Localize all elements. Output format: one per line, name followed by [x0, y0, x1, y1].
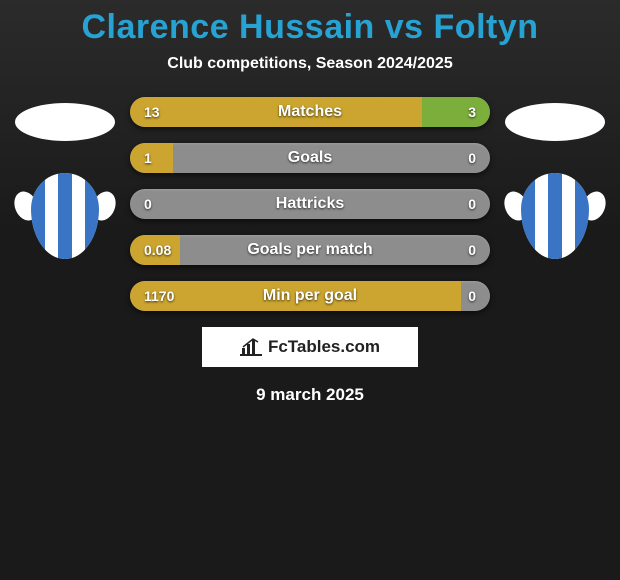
player-right-jersey: [505, 173, 605, 259]
stats-list: 13 Matches 3 1 Goals 0 0 Hattricks 0 0.08 Goals pe…: [130, 97, 490, 311]
player-left: [10, 97, 120, 259]
jersey-body-right: [521, 173, 589, 259]
brand-text: FcTables.com: [268, 337, 380, 357]
player-left-head: [15, 103, 115, 141]
stat-value-left: 1170: [144, 288, 174, 304]
jersey-body-left: [31, 173, 99, 259]
body-row: 13 Matches 3 1 Goals 0 0 Hattricks 0 0.08 Goals pe…: [0, 97, 620, 311]
stat-label: Goals per match: [247, 241, 372, 259]
stat-label: Matches: [278, 103, 342, 121]
stat-bar: 0.08 Goals per match 0: [130, 235, 490, 265]
stat-value-right: 0: [468, 242, 476, 258]
stat-bar: 0 Hattricks 0: [130, 189, 490, 219]
stat-bar: 1170 Min per goal 0: [130, 281, 490, 311]
stat-value-left: 13: [144, 104, 160, 120]
stat-fill-right: [422, 97, 490, 127]
stat-label: Goals: [288, 149, 332, 167]
stat-label: Min per goal: [263, 287, 357, 305]
stat-value-left: 1: [144, 150, 152, 166]
comparison-card: Clarence Hussain vs Foltyn Club competit…: [0, 0, 620, 580]
date-label: 9 march 2025: [0, 385, 620, 405]
stat-value-left: 0: [144, 196, 152, 212]
stat-label: Hattricks: [276, 195, 344, 213]
stat-value-right: 3: [468, 104, 476, 120]
barchart-icon: [240, 338, 262, 356]
page-title: Clarence Hussain vs Foltyn: [0, 8, 620, 47]
player-right: [500, 97, 610, 259]
player-right-head: [505, 103, 605, 141]
stat-bar: 13 Matches 3: [130, 97, 490, 127]
stat-bar: 1 Goals 0: [130, 143, 490, 173]
stat-value-right: 0: [468, 288, 476, 304]
page-subtitle: Club competitions, Season 2024/2025: [0, 55, 620, 73]
brand-badge: FcTables.com: [202, 327, 418, 367]
player-left-jersey: [15, 173, 115, 259]
stat-fill-left: [130, 97, 422, 127]
stat-value-left: 0.08: [144, 242, 171, 258]
stat-value-right: 0: [468, 196, 476, 212]
stat-value-right: 0: [468, 150, 476, 166]
